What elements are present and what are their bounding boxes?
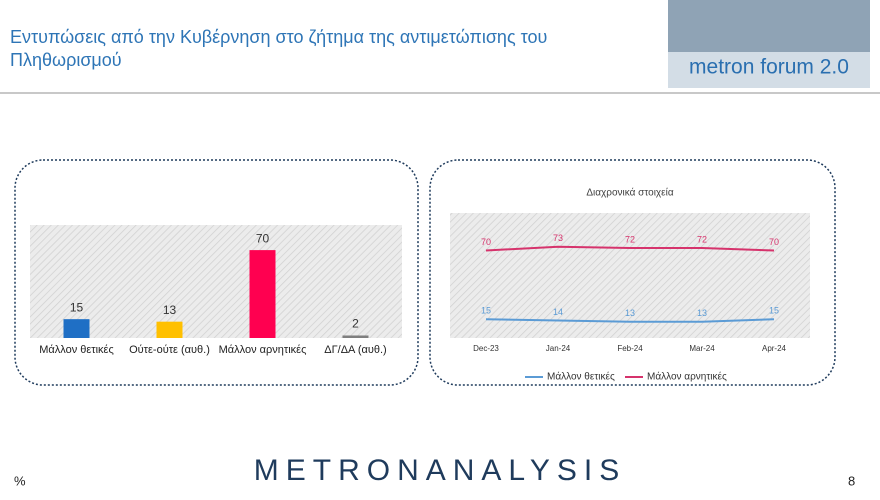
data-label: 70 (769, 237, 779, 247)
x-tick-label: ΔΓ/ΔΑ (αυθ.) (324, 344, 386, 356)
brand: METRONANALYSIS (254, 454, 627, 487)
data-label: 70 (481, 237, 491, 247)
x-tick-label: Μάλλον αρνητικές (219, 344, 307, 356)
x-tick-label: Dec-23 (473, 344, 499, 353)
chart-title: Διαχρονικά στοιχεία (586, 187, 674, 199)
data-label: 73 (553, 233, 563, 243)
panel (14, 159, 419, 386)
page-number: 8 (848, 473, 855, 488)
data-label: 13 (697, 308, 707, 318)
data-label: 15 (70, 300, 84, 314)
x-tick-label: Jan-24 (546, 344, 571, 353)
plot-area (30, 225, 402, 338)
data-label: 15 (769, 306, 779, 316)
bar (249, 250, 276, 338)
panel (429, 159, 836, 386)
data-label: 72 (697, 234, 707, 244)
x-tick-label: Feb-24 (617, 344, 643, 353)
slide-title: Εντυπώσεις από την Κυβέρνηση στο ζήτημα … (10, 27, 547, 47)
bar (342, 335, 369, 338)
legend-label: Μάλλον θετικές (547, 371, 615, 383)
data-label: 13 (163, 303, 177, 317)
x-tick-label: Ούτε-ούτε (αυθ.) (129, 344, 210, 356)
x-tick-label: Μάλλον θετικές (39, 344, 114, 356)
data-label: 13 (625, 308, 635, 318)
logo-band (668, 52, 870, 88)
unit-label: % (14, 473, 26, 488)
data-label: 15 (481, 306, 491, 316)
x-tick-label: Apr-24 (762, 344, 787, 353)
bar (156, 321, 183, 338)
bar (63, 319, 90, 338)
data-label: 72 (625, 234, 635, 244)
data-label: 70 (256, 231, 270, 245)
x-tick-label: Mar-24 (689, 344, 715, 353)
data-label: 14 (553, 307, 563, 317)
data-label: 2 (352, 317, 359, 331)
legend-label: Μάλλον αρνητικές (647, 371, 727, 383)
logo: metron forum 2.0 (689, 56, 849, 79)
plot-area (450, 213, 810, 338)
slide-title: Πληθωρισμού (10, 50, 122, 70)
line (485, 318, 775, 323)
line (485, 245, 775, 252)
